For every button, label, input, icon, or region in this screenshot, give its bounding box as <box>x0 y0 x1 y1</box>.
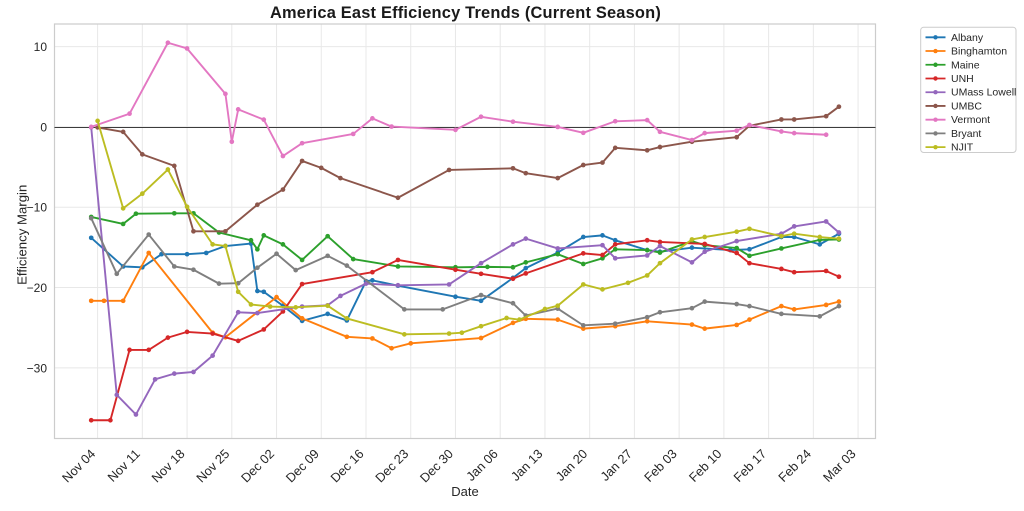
svg-text:America East Efficiency Trends: America East Efficiency Trends (Current … <box>270 4 661 22</box>
svg-text:Binghamton: Binghamton <box>951 46 1007 58</box>
svg-text:−10: −10 <box>27 201 48 215</box>
svg-text:UMass Lowell: UMass Lowell <box>951 87 1016 99</box>
svg-text:NJIT: NJIT <box>951 142 974 154</box>
svg-text:−30: −30 <box>27 361 48 375</box>
svg-text:Bryant: Bryant <box>951 128 981 140</box>
svg-text:Albany: Albany <box>951 32 984 44</box>
svg-text:UNH: UNH <box>951 73 974 85</box>
svg-text:Vermont: Vermont <box>951 114 990 126</box>
svg-text:−20: −20 <box>27 281 48 295</box>
svg-text:10: 10 <box>34 40 48 54</box>
svg-text:Efficiency Margin: Efficiency Margin <box>15 185 30 285</box>
svg-text:Date: Date <box>451 484 478 499</box>
svg-text:Maine: Maine <box>951 59 980 71</box>
svg-text:0: 0 <box>40 120 47 134</box>
svg-text:UMBC: UMBC <box>951 100 982 112</box>
